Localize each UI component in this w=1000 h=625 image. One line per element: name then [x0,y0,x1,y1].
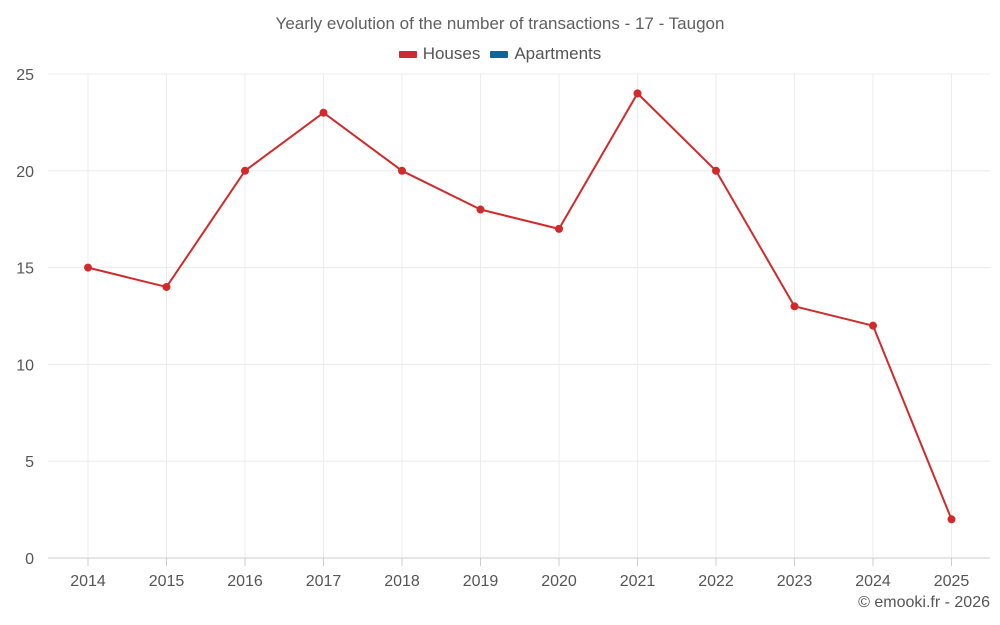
legend-item-apartments[interactable]: Apartments [490,44,601,64]
legend: Houses Apartments [0,44,1000,64]
data-point [555,224,563,233]
y-tick-label: 25 [16,67,34,84]
data-point [476,205,485,214]
x-tick-label: 2024 [855,573,891,590]
y-tick-label: 0 [25,551,34,568]
y-tick-label: 20 [16,164,34,181]
y-tick-label: 15 [16,261,34,278]
data-point [319,108,328,117]
y-tick-label: 5 [25,454,34,471]
data-point [712,166,720,175]
legend-label-apartments: Apartments [514,44,602,63]
legend-label-houses: Houses [422,44,481,63]
x-tick-label: 2021 [620,573,656,590]
x-tick-label: 2016 [227,573,263,590]
x-tick-label: 2022 [698,573,734,590]
legend-swatch-apartments [490,50,509,58]
legend-swatch-houses [398,50,417,58]
x-tick-label: 2020 [541,573,577,590]
x-tick-label: 2014 [70,573,106,590]
x-tick-label: 2015 [149,573,185,590]
data-point [947,515,956,524]
data-point [869,321,877,330]
data-point [162,282,171,291]
series-line-houses [87,92,953,520]
data-point [790,302,799,311]
legend-item-houses[interactable]: Houses [398,44,481,64]
x-tick-label: 2023 [777,573,813,590]
x-tick-label: 2018 [384,573,420,590]
data-point [241,166,249,175]
credit-text: © emooki.fr - 2026 [858,594,990,611]
data-point [633,89,642,98]
y-tick-label: 10 [16,357,34,374]
data-point [84,263,92,272]
x-tick-label: 2019 [463,573,499,590]
x-tick-label: 2025 [934,573,970,590]
chart-title: Yearly evolution of the number of transa… [275,14,725,33]
data-point [398,166,406,175]
x-tick-label: 2017 [306,573,342,590]
